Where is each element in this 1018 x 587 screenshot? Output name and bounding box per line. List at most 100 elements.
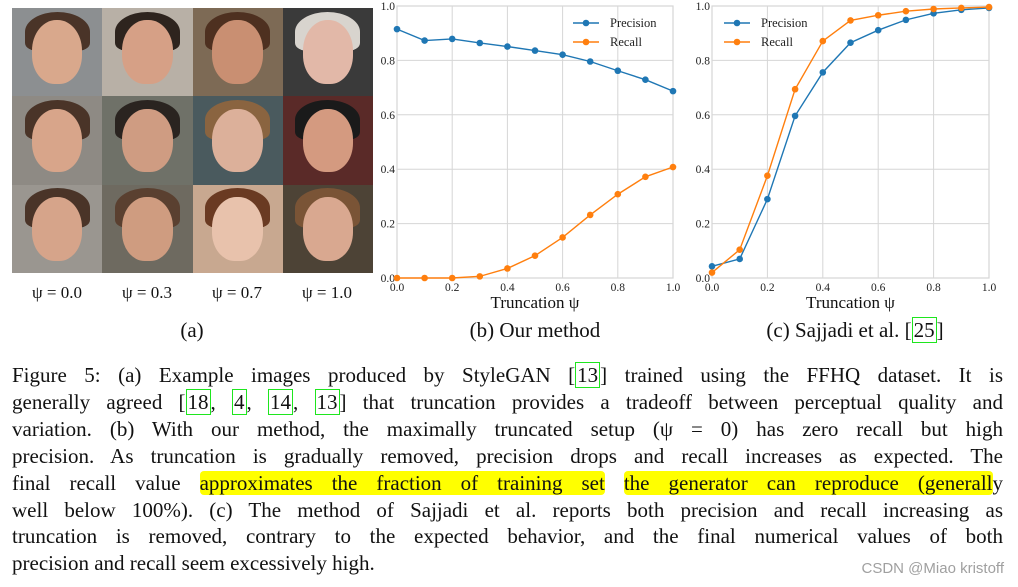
generated-face-image <box>282 184 373 273</box>
x-tick-label: 1.0 <box>982 282 997 294</box>
data-point-precision <box>764 195 771 203</box>
data-point-recall <box>642 173 649 181</box>
caption-text: precision and recall seem excessively hi… <box>12 551 375 576</box>
citation-link[interactable]: 4 <box>232 388 247 415</box>
data-point-precision <box>586 58 594 65</box>
caption-text: variation. (b) With our method, the maxi… <box>12 416 1003 441</box>
data-point-precision <box>642 76 649 84</box>
citation-link[interactable]: 13 <box>314 388 340 415</box>
data-point-recall <box>847 17 854 24</box>
x-tick-label: 0.6 <box>871 282 886 294</box>
caption-text: , <box>210 389 233 414</box>
y-tick-label: 0.4 <box>381 164 396 176</box>
face-head <box>302 108 354 173</box>
face-head <box>302 20 354 84</box>
data-point-recall <box>874 11 882 19</box>
data-point-recall <box>531 252 539 259</box>
data-point-precision <box>531 47 539 54</box>
face-head <box>122 108 173 173</box>
caption-line: Figure 5: (a) Example images produced by… <box>12 362 1003 389</box>
data-point-precision <box>708 263 716 270</box>
data-point-recall <box>819 37 827 45</box>
caption-text <box>605 471 624 495</box>
legend-marker <box>582 38 590 46</box>
data-point-precision <box>559 51 566 58</box>
generated-face-image <box>12 8 103 97</box>
subcaption-c: (c) Sajjadi et al. [25] <box>740 317 970 343</box>
data-point-precision <box>504 43 511 50</box>
data-point-precision <box>421 37 428 44</box>
data-point-recall <box>393 274 401 282</box>
y-tick-label: 0.2 <box>381 219 396 231</box>
face-head <box>212 197 263 261</box>
data-point-recall <box>902 7 910 15</box>
caption-line: generally agreed [18, 4, 14, 13] that tr… <box>12 388 1004 416</box>
caption-line: precision. As truncation is gradually re… <box>12 443 1003 470</box>
subcaption-b: (b) Our method <box>469 318 601 342</box>
face-head <box>212 108 263 173</box>
x-tick-label: 0.2 <box>760 282 775 294</box>
data-point-recall <box>448 274 456 282</box>
data-point-precision <box>448 35 456 43</box>
citation-link[interactable]: 18 <box>185 388 211 415</box>
data-point-recall <box>736 246 743 254</box>
data-point-precision <box>614 67 622 75</box>
generated-face-image <box>192 96 283 185</box>
face-head <box>31 197 83 261</box>
data-point-recall <box>764 172 771 180</box>
data-point-recall <box>958 4 965 12</box>
y-tick-label: 0.8 <box>696 55 711 67</box>
legend-label: Recall <box>761 35 793 49</box>
caption-line: precision and recall seem excessively hi… <box>12 550 1003 577</box>
data-point-precision <box>874 26 882 34</box>
data-point-recall <box>421 274 428 282</box>
caption-text: final recall value <box>12 470 200 495</box>
data-point-recall <box>504 265 511 272</box>
legend-marker <box>733 38 741 46</box>
y-tick-label: 1.0 <box>381 1 396 13</box>
data-point-precision <box>819 69 827 76</box>
citation-link[interactable]: 14 <box>268 388 294 415</box>
generated-face-image <box>192 184 283 273</box>
data-point-precision <box>736 255 743 263</box>
psi-label: ψ = 0.3 <box>122 283 172 302</box>
face-head <box>122 197 173 261</box>
subcaption-a: (a) <box>180 318 204 342</box>
x-axis-label: Truncation ψ <box>491 293 580 312</box>
citation-link[interactable]: 25 <box>911 317 937 343</box>
psi-label: ψ = 0.7 <box>212 283 262 302</box>
face-head <box>122 20 173 84</box>
subcaption-c-suffix: ] <box>936 318 944 342</box>
caption-text: ] that truncation provides a tradeoff be… <box>339 389 1004 414</box>
citation-link[interactable]: 13 <box>575 362 601 388</box>
data-point-recall <box>708 269 716 276</box>
face-head <box>31 108 83 173</box>
chart-our-method: 0.0 0.2 0.4 0.6 0.8 1.0 0.0 0.2 0.4 0.6 0.8 1.0 Trun… <box>381 1 681 312</box>
x-tick-label: 1.0 <box>666 282 681 294</box>
data-point-precision <box>902 16 910 24</box>
data-point-precision <box>476 39 484 47</box>
data-point-recall <box>614 190 622 198</box>
y-tick-label: 1.0 <box>696 1 711 13</box>
figure-caption: Figure 5: (a) Example images produced by… <box>12 362 1003 577</box>
x-axis-label: Truncation ψ <box>806 293 895 312</box>
data-point-precision <box>847 39 854 47</box>
data-point-recall <box>559 234 566 241</box>
x-tick-label: 0.0 <box>705 282 720 294</box>
legend-marker <box>582 19 590 27</box>
caption-text: ] trained using the FFHQ dataset. It is <box>600 363 1003 387</box>
chart-sajjadi: 0.0 0.2 0.4 0.6 0.8 1.0 0.0 0.2 0.4 0.6 0.8 1.0 Trun… <box>696 1 997 312</box>
caption-text: well below 100%). (c) The method of Sajj… <box>12 497 1003 522</box>
generated-face-image <box>12 184 103 273</box>
caption-text: Figure 5: (a) Example images produced by… <box>12 363 576 387</box>
caption-line: well below 100%). (c) The method of Sajj… <box>12 497 1003 524</box>
caption-line: truncation is removed, contrary to the e… <box>12 523 1003 550</box>
data-point-recall <box>791 85 799 93</box>
generated-face-image <box>102 96 193 185</box>
caption-text: , <box>293 389 315 414</box>
data-point-precision <box>393 25 401 33</box>
x-tick-label: 0.8 <box>926 282 941 294</box>
x-tick-label: 0.8 <box>611 282 626 294</box>
caption-text: , <box>246 389 269 414</box>
legend-label: Precision <box>610 16 657 30</box>
